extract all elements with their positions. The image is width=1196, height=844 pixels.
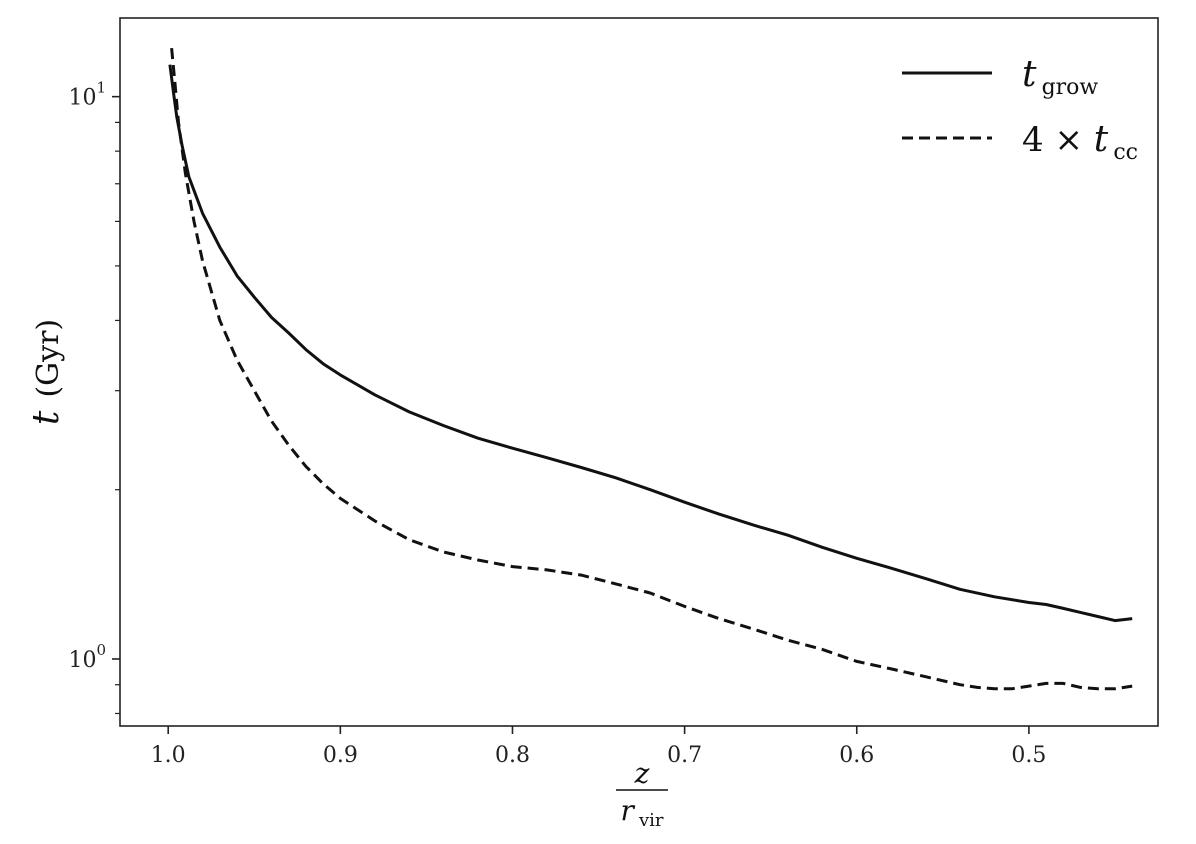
y-axis-label: t (Gyr) [26,319,67,425]
x-axis: 1.0 0.9 0.8 0.7 0.6 0.5 [151,726,1046,768]
x-tick-label-0.5: 0.5 [1011,743,1046,768]
series-layer [168,47,1133,691]
y-axis-label-var: t [26,410,67,425]
legend: t grow 4 × t cc [902,54,1138,165]
legend-label-cc-base: t [1094,119,1109,160]
x-tick-label-0.9: 0.9 [323,743,358,768]
x-axis-label-numerator: z [634,757,650,790]
series-line-cc [170,47,1133,691]
series-line-grow [168,64,1133,623]
y-tick-label-10: 101 [68,79,106,111]
x-axis-label-denominator-sub: vir [638,810,664,831]
x-axis-label-denominator-base: r [620,794,635,827]
plot-frame [119,17,1159,727]
y-axis-label-unit: (Gyr) [31,319,66,398]
legend-label-cc-sub: cc [1113,140,1138,165]
y-tick-label-1: 100 [68,641,106,673]
y-axis: 100 101 [68,79,120,715]
x-tick-label-0.7: 0.7 [667,743,702,768]
x-tick-label-1.0: 1.0 [151,743,186,768]
x-axis-label: z r vir [616,757,668,831]
legend-label-grow: t grow [1022,54,1098,100]
legend-label-grow-base: t [1022,54,1037,95]
legend-label-grow-sub: grow [1042,75,1099,100]
x-tick-label-0.6: 0.6 [839,743,874,768]
legend-label-cc: 4 × t cc [1022,119,1138,165]
legend-label-cc-prefix: 4 × [1022,120,1094,160]
x-axis-label-denominator: r vir [620,794,663,831]
x-tick-label-0.8: 0.8 [495,743,530,768]
